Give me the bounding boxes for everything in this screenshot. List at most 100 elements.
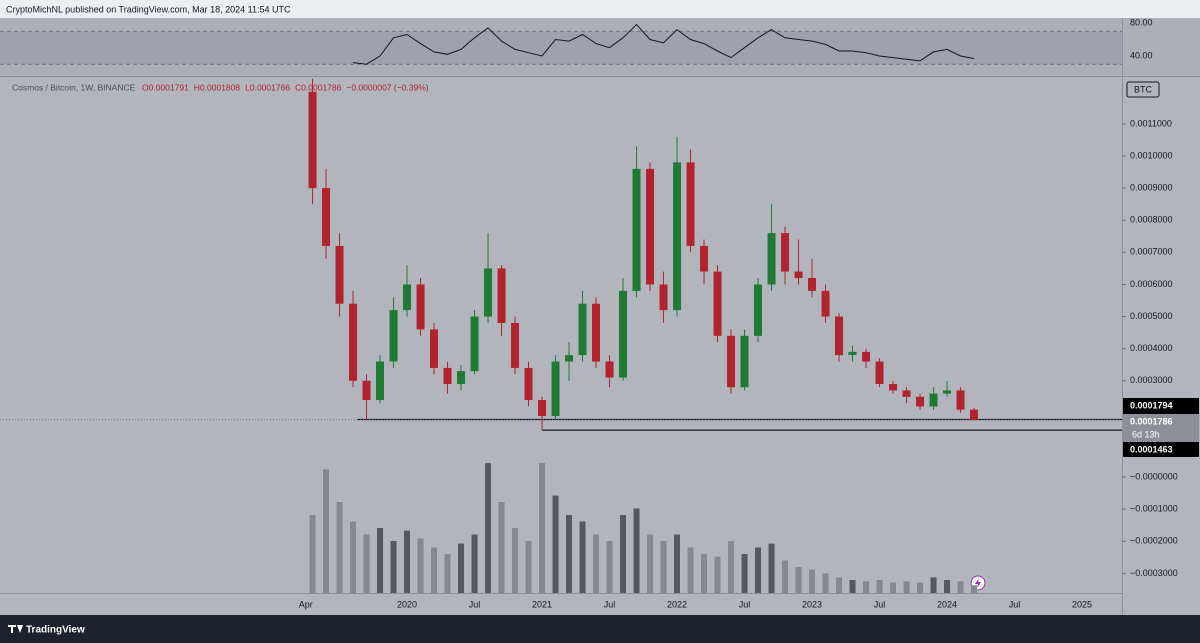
volume-bar xyxy=(741,554,748,593)
candle-body xyxy=(875,361,884,384)
volume-bar xyxy=(566,515,573,593)
alert-bolt xyxy=(975,578,981,588)
x-tick-label: Jul xyxy=(1009,599,1021,609)
candle-body xyxy=(376,361,385,401)
volume-bar xyxy=(944,580,951,593)
rsi-tick-label: 40.00 xyxy=(1130,50,1153,60)
level-label: 0.0001794 xyxy=(1130,400,1173,410)
candle-body xyxy=(727,335,736,388)
brand: TradingView xyxy=(26,625,85,636)
volume-bar xyxy=(579,521,586,593)
candle-body xyxy=(862,351,871,362)
y-tick-label: 0.0010000 xyxy=(1130,150,1173,160)
candle-body xyxy=(335,245,344,304)
volume-bar xyxy=(647,534,654,593)
candle-body xyxy=(659,284,668,311)
candle-body xyxy=(754,284,763,336)
volume-bar xyxy=(485,463,492,593)
x-tick-label: Jul xyxy=(874,599,886,609)
candle-body xyxy=(538,400,547,417)
volume-bar xyxy=(957,581,964,593)
candle-body xyxy=(619,290,628,378)
volume-bar xyxy=(606,541,613,593)
top-bar xyxy=(0,0,1200,18)
volume-bar xyxy=(660,541,667,593)
candle-body xyxy=(484,268,493,317)
volume-bar xyxy=(822,573,829,593)
last-price-label: 0.0001786 xyxy=(1130,416,1173,426)
candle-body xyxy=(794,271,803,279)
x-tick-label: 2021 xyxy=(532,599,552,609)
countdown: 6d 13h xyxy=(1132,429,1160,439)
volume-bar xyxy=(633,508,640,593)
x-tick-label: 2025 xyxy=(1072,599,1092,609)
candle-body xyxy=(632,168,641,291)
x-tick-label: Jul xyxy=(604,599,616,609)
x-tick-label: 2022 xyxy=(667,599,687,609)
ohlc-value: C0.0001786 xyxy=(295,82,342,92)
y-tick-label: 0.0004000 xyxy=(1130,343,1173,353)
volume-bar xyxy=(336,502,343,593)
candle-body xyxy=(848,351,857,356)
rsi-line xyxy=(352,23,975,65)
candle-body xyxy=(578,303,587,356)
x-tick-label: 2024 xyxy=(937,599,957,609)
volume-bar xyxy=(417,538,424,593)
candle-body xyxy=(430,329,439,368)
candle-body xyxy=(821,290,830,317)
price-label-box xyxy=(1123,414,1199,442)
candle-body xyxy=(403,284,412,311)
logo-icon xyxy=(8,625,23,633)
candle-body xyxy=(740,335,749,388)
volume-bar xyxy=(309,515,316,593)
currency: BTC xyxy=(1134,84,1153,94)
price-label-box xyxy=(1123,398,1199,414)
candle-body xyxy=(497,268,506,323)
volume-bar xyxy=(471,534,478,593)
ohlc-value: O0.0001791 xyxy=(142,82,189,92)
volume-bar xyxy=(431,547,438,593)
y-tick-label: 0.0011000 xyxy=(1130,118,1172,128)
volume-bar xyxy=(971,585,978,593)
candle-body xyxy=(902,390,911,397)
candle-body xyxy=(835,316,844,356)
x-tick-label: Jul xyxy=(739,599,751,609)
volume-bar xyxy=(620,515,627,593)
ohlc-value: −0.0000007 (−0.39%) xyxy=(346,82,428,92)
candle-body xyxy=(686,162,695,246)
candle-body xyxy=(673,162,682,311)
volume-bar xyxy=(917,582,924,593)
volume-bar xyxy=(728,541,735,593)
volume-bar xyxy=(390,541,397,593)
volume-bar xyxy=(701,554,708,593)
volume-bar xyxy=(836,577,843,593)
y-tick-label: 0.0009000 xyxy=(1130,183,1173,193)
candle-body xyxy=(808,278,817,291)
volume-bar xyxy=(350,521,357,593)
candle-body xyxy=(646,168,655,285)
candle-body xyxy=(605,361,614,378)
volume-bar xyxy=(849,580,856,593)
bottom-bar xyxy=(0,615,1200,643)
candle-body xyxy=(970,409,979,420)
y-tick-label: 0.0003000 xyxy=(1130,375,1173,385)
candle-body xyxy=(416,284,425,330)
volume-bar xyxy=(539,463,546,593)
candle-body xyxy=(322,188,331,246)
candle-body xyxy=(916,396,925,407)
candle-body xyxy=(511,322,520,368)
y-tick-label: −0.0000000 xyxy=(1130,471,1178,481)
symbol: Cosmos / Bitcoin, 1W, BINANCE xyxy=(12,82,136,92)
x-tick-label: Apr xyxy=(299,599,313,609)
candle-body xyxy=(929,393,938,407)
x-tick-label: Jul xyxy=(469,599,481,609)
y-tick-label: 0.0005000 xyxy=(1130,311,1173,321)
candle-body xyxy=(362,380,371,401)
candle-body xyxy=(551,361,560,417)
candle-body xyxy=(443,367,452,384)
candle-body xyxy=(713,271,722,336)
volume-bar xyxy=(768,543,775,593)
volume-bar xyxy=(863,581,870,593)
